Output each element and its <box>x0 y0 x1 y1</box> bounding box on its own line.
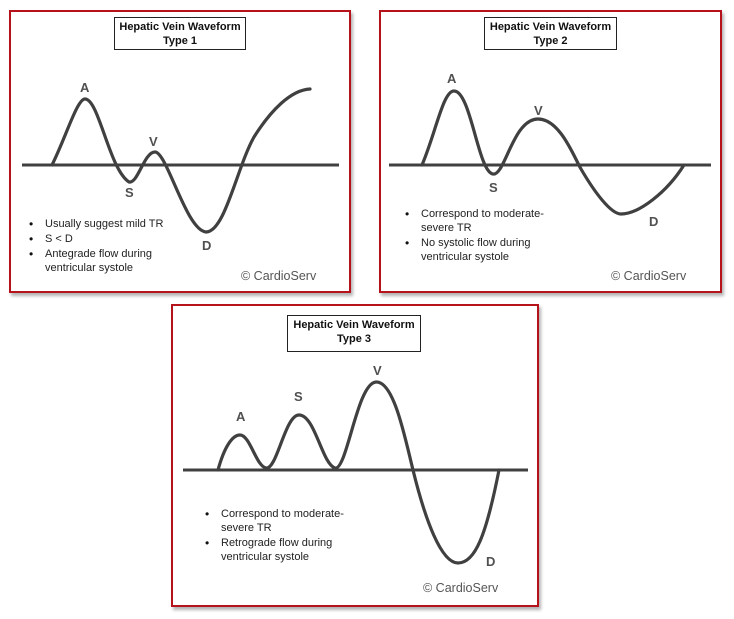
panel-title-line-1: Hepatic Vein Waveform <box>119 21 241 33</box>
wave-label-s: S <box>125 185 134 200</box>
panel-title: Hepatic Vein Waveform Type 2 <box>484 17 617 50</box>
wave-label-a: A <box>447 71 457 86</box>
wave-label-s: S <box>489 180 498 195</box>
bullet-item: S < D <box>27 232 202 246</box>
panel-title-line-2: Type 1 <box>162 35 198 47</box>
waveform-diagram: A S V D <box>389 71 711 229</box>
waveform-curve <box>50 87 312 234</box>
wave-label-d: D <box>202 238 211 253</box>
wave-label-v: V <box>373 363 382 378</box>
wave-label-d: D <box>649 214 658 229</box>
panel-title: Hepatic Vein Waveform Type 1 <box>114 17 246 50</box>
panel-title: Hepatic Vein Waveform Type 3 <box>287 315 421 352</box>
wave-label-v: V <box>149 134 158 149</box>
waveform-curve <box>420 89 686 216</box>
waveform-diagram: A S V D <box>183 363 528 569</box>
copyright-label: © CardioServ <box>423 581 499 595</box>
panel-title-line-1: Hepatic Vein Waveform <box>489 21 612 33</box>
panel-title-line-1: Hepatic Vein Waveform <box>293 319 415 331</box>
bullet-item: Usually suggest mild TR <box>27 217 202 231</box>
panel-title-line-2: Type 3 <box>336 333 372 345</box>
copyright-label: © CardioServ <box>241 269 317 283</box>
wave-label-d: D <box>486 554 495 569</box>
waveform-panel-type-3: Hepatic Vein Waveform Type 3 A S V D Cor… <box>171 304 539 607</box>
bullet-list: Correspond to moderate-severe TR No syst… <box>403 207 563 265</box>
copyright-label: © CardioServ <box>611 269 687 283</box>
bullet-item: Retrograde flow during ventricular systo… <box>203 536 358 564</box>
waveform-panel-type-2: Hepatic Vein Waveform Type 2 A S V D Cor… <box>379 10 722 293</box>
bullet-item: Correspond to moderate-severe TR <box>203 507 358 535</box>
bullet-item: Antegrade flow during ventricular systol… <box>27 247 185 275</box>
waveform-panel-type-1: Hepatic Vein Waveform Type 1 A S V D Usu… <box>9 10 351 293</box>
wave-label-v: V <box>534 103 543 118</box>
bullet-item: No systolic flow during ventricular syst… <box>403 236 556 264</box>
bullet-item: Correspond to moderate-severe TR <box>403 207 556 235</box>
wave-label-a: A <box>236 409 246 424</box>
bullet-list: Usually suggest mild TR S < D Antegrade … <box>27 217 202 276</box>
waveform-curve <box>216 380 501 565</box>
wave-label-a: A <box>80 80 90 95</box>
wave-label-s: S <box>294 389 303 404</box>
panel-title-line-2: Type 2 <box>533 35 568 47</box>
bullet-list: Correspond to moderate-severe TR Retrogr… <box>203 507 363 565</box>
waveform-diagram: A S V D <box>22 80 339 253</box>
